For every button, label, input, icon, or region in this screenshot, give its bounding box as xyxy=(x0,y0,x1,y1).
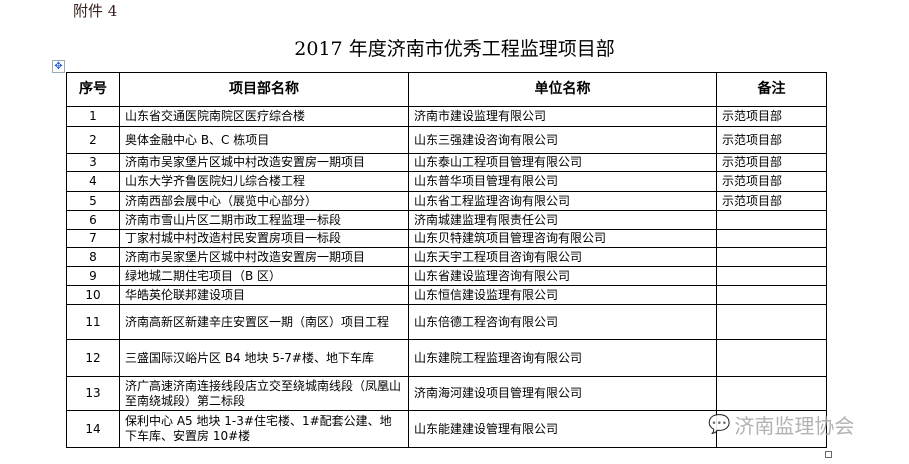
cell-no: 1 xyxy=(66,106,120,127)
cell-no: 7 xyxy=(66,229,120,248)
cell-no: 13 xyxy=(66,376,120,411)
header-no: 序号 xyxy=(66,72,120,107)
cell-note: 示范项目部 xyxy=(716,126,827,154)
project-table: 序号 项目部名称 单位名称 备注 1 山东省交通医院南院区医疗综合楼 济南市建设监理有限公… xyxy=(66,72,827,448)
cell-no: 8 xyxy=(66,247,120,267)
watermark-text: 济南监理协会 xyxy=(734,414,855,438)
cell-project: 济南高新区新建辛庄安置区一期（南区）项目工程 xyxy=(119,304,409,340)
cell-note xyxy=(716,247,827,267)
cell-no: 10 xyxy=(66,285,120,305)
cell-no: 9 xyxy=(66,266,120,286)
cell-note xyxy=(716,285,827,305)
table-row: 11 济南高新区新建辛庄安置区一期（南区）项目工程 山东倍德工程咨询有限公司 xyxy=(66,304,827,340)
cell-note xyxy=(716,339,827,377)
cell-project: 济南市雪山片区二期市政工程监理一标段 xyxy=(119,210,409,230)
table-row: 6 济南市雪山片区二期市政工程监理一标段 济南城建监理有限责任公司 xyxy=(66,210,827,230)
cell-no: 11 xyxy=(66,304,120,340)
cell-company: 山东省建设监理咨询有限公司 xyxy=(408,266,717,286)
cell-company: 山东普华项目管理有限公司 xyxy=(408,171,717,192)
table-row: 7 丁家村城中村改造村民安置房项目一标段 山东贝特建筑项目管理咨询有限公司 xyxy=(66,229,827,248)
cell-note: 示范项目部 xyxy=(716,191,827,211)
cell-company: 山东能建建设管理有限公司 xyxy=(408,410,717,448)
cell-project: 济南市吴家堡片区城中村改造安置房一期项目 xyxy=(119,153,409,172)
table-row: 9 绿地城二期住宅项目（B 区） 山东省建设监理咨询有限公司 xyxy=(66,266,827,286)
cell-no: 5 xyxy=(66,191,120,211)
cell-company: 山东省工程监理咨询有限公司 xyxy=(408,191,717,211)
cell-project: 奥体金融中心 B、C 栋项目 xyxy=(119,126,409,154)
table-row: 8 济南市吴家堡片区城中村改造安置房一期项目 山东天宇工程项目咨询有限公司 xyxy=(66,247,827,267)
cell-project: 丁家村城中村改造村民安置房项目一标段 xyxy=(119,229,409,248)
cell-no: 3 xyxy=(66,153,120,172)
cell-company: 山东泰山工程项目管理有限公司 xyxy=(408,153,717,172)
table-row: 1 山东省交通医院南院区医疗综合楼 济南市建设监理有限公司 示范项目部 xyxy=(66,106,827,127)
cell-company: 山东天宇工程项目咨询有限公司 xyxy=(408,247,717,267)
cell-project: 三盛国际汉峪片区 B4 地块 5-7#楼、地下车库 xyxy=(119,339,409,377)
cell-note xyxy=(716,410,827,448)
cell-note xyxy=(716,304,827,340)
table-row: 2 奥体金融中心 B、C 栋项目 山东三强建设咨询有限公司 示范项目部 xyxy=(66,126,827,154)
cell-note: 示范项目部 xyxy=(716,106,827,127)
cell-note xyxy=(716,266,827,286)
cell-project: 济广高速济南连接线段店立交至绕城南线段（凤凰山至南绕城段）第二标段 xyxy=(119,376,409,411)
table-row: 13 济广高速济南连接线段店立交至绕城南线段（凤凰山至南绕城段）第二标段 济南海河建… xyxy=(66,376,827,411)
cell-company: 济南城建监理有限责任公司 xyxy=(408,210,717,230)
cell-company: 山东三强建设咨询有限公司 xyxy=(408,126,717,154)
table-row: 5 济南西部会展中心（展览中心部分） 山东省工程监理咨询有限公司 示范项目部 xyxy=(66,191,827,211)
cell-project: 济南西部会展中心（展览中心部分） xyxy=(119,191,409,211)
wechat-icon: 💬 xyxy=(708,414,731,435)
attachment-label: 附件 4 xyxy=(73,2,118,20)
cell-company: 山东建院工程监理咨询有限公司 xyxy=(408,339,717,377)
cell-no: 14 xyxy=(66,410,120,448)
table-row: 3 济南市吴家堡片区城中村改造安置房一期项目 山东泰山工程项目管理有限公司 示范项目部 xyxy=(66,153,827,172)
header-note: 备注 xyxy=(716,72,827,107)
cell-note xyxy=(716,210,827,230)
table-resize-handle[interactable] xyxy=(825,451,832,458)
cell-no: 4 xyxy=(66,171,120,192)
cell-note xyxy=(716,376,827,411)
cell-company: 济南市建设监理有限公司 xyxy=(408,106,717,127)
cell-project: 绿地城二期住宅项目（B 区） xyxy=(119,266,409,286)
cell-company: 山东恒信建设监理有限公司 xyxy=(408,285,717,305)
cell-no: 6 xyxy=(66,210,120,230)
cell-company: 济南海河建设项目管理有限公司 xyxy=(408,376,717,411)
table-move-handle-icon[interactable]: ✥ xyxy=(52,60,65,73)
cell-no: 2 xyxy=(66,126,120,154)
header-company: 单位名称 xyxy=(408,72,717,107)
table-row: 4 山东大学齐鲁医院妇儿综合楼工程 山东普华项目管理有限公司 示范项目部 xyxy=(66,171,827,192)
header-project: 项目部名称 xyxy=(119,72,409,107)
cell-project: 山东省交通医院南院区医疗综合楼 xyxy=(119,106,409,127)
cell-company: 山东贝特建筑项目管理咨询有限公司 xyxy=(408,229,717,248)
cell-no: 12 xyxy=(66,339,120,377)
table-row: 14 保利中心 A5 地块 1-3#住宅楼、1#配套公建、地下车库、安置房 10#… xyxy=(66,410,827,448)
cell-project: 保利中心 A5 地块 1-3#住宅楼、1#配套公建、地下车库、安置房 10#楼 xyxy=(119,410,409,448)
cell-note xyxy=(716,229,827,248)
document-title: 2017 年度济南市优秀工程监理项目部 xyxy=(294,38,615,60)
cell-project: 华皓英伦联邦建设项目 xyxy=(119,285,409,305)
table-row: 12 三盛国际汉峪片区 B4 地块 5-7#楼、地下车库 山东建院工程监理咨询有限公… xyxy=(66,339,827,377)
cell-project: 山东大学齐鲁医院妇儿综合楼工程 xyxy=(119,171,409,192)
cell-project: 济南市吴家堡片区城中村改造安置房一期项目 xyxy=(119,247,409,267)
cell-note: 示范项目部 xyxy=(716,171,827,192)
cell-note: 示范项目部 xyxy=(716,153,827,172)
cell-company: 山东倍德工程咨询有限公司 xyxy=(408,304,717,340)
watermark: 💬 济南监理协会 xyxy=(708,410,854,439)
table-row: 10 华皓英伦联邦建设项目 山东恒信建设监理有限公司 xyxy=(66,285,827,305)
